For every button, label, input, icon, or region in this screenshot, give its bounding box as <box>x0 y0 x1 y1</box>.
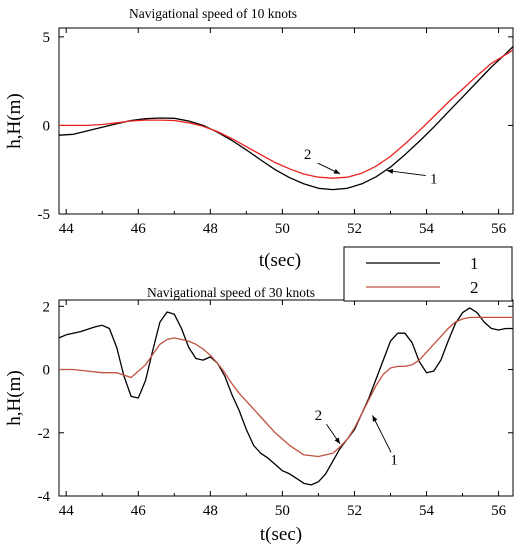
y-tick-label: -2 <box>38 426 51 442</box>
chart-bottom-panel: Navigational speed of 30 knots h,H(m) t(… <box>4 285 514 545</box>
x-tick-label: 44 <box>59 221 75 237</box>
x-tick-label: 54 <box>419 503 435 519</box>
chart-title: Navigational speed of 10 knots <box>129 6 297 21</box>
x-tick-label: 56 <box>491 503 507 519</box>
y-tick-label: 2 <box>43 299 51 315</box>
x-tick-label: 52 <box>347 221 362 237</box>
annotation-arrowhead <box>334 437 341 444</box>
y-tick-label: -4 <box>38 489 51 505</box>
legend: 1 2 <box>343 246 513 302</box>
y-tick-label: 5 <box>43 30 51 46</box>
x-tick-label: 50 <box>275 221 290 237</box>
x-tick-label: 50 <box>275 503 290 519</box>
legend-box <box>343 246 513 302</box>
x-axis-label: t(sec) <box>259 250 301 271</box>
x-tick-label: 54 <box>419 221 435 237</box>
annotation-arrowhead <box>386 168 394 174</box>
series-line-2 <box>59 316 513 458</box>
x-tick-label: 46 <box>131 221 147 237</box>
annotation-arrow <box>386 170 426 177</box>
legend-entry: 1 <box>470 254 479 273</box>
series-line-1 <box>58 307 513 486</box>
x-axis-label: t(sec) <box>260 524 302 545</box>
y-tick-label: -5 <box>38 207 51 223</box>
annotation-arrow <box>372 415 392 453</box>
annotation-label: 2 <box>304 147 312 163</box>
x-tick-label: 56 <box>491 221 507 237</box>
annotation-label: 1 <box>430 172 438 188</box>
y-tick-label: 0 <box>43 363 51 379</box>
x-tick-label: 46 <box>131 503 147 519</box>
annotation-arrowhead <box>372 415 378 422</box>
series-line-1 <box>58 46 514 191</box>
series-line-2 <box>59 49 514 179</box>
y-axis-label: h,H(m) <box>4 370 25 425</box>
legend-entry: 2 <box>470 278 479 297</box>
plot-frame <box>58 27 514 215</box>
x-tick-label: 48 <box>203 503 218 519</box>
chart-top-panel: Navigational speed of 10 knots h,H(m) t(… <box>4 6 514 271</box>
y-axis-label: h,H(m) <box>4 93 25 148</box>
plot-frame <box>58 299 514 497</box>
x-tick-label: 48 <box>203 221 218 237</box>
x-tick-label: 52 <box>347 503 362 519</box>
y-tick-label: 0 <box>43 118 51 134</box>
annotation-label: 1 <box>390 452 398 468</box>
annotation-label: 2 <box>315 408 323 424</box>
x-tick-label: 44 <box>59 503 75 519</box>
annotation-arrowhead <box>333 168 341 174</box>
chart-title: Navigational speed of 30 knots <box>147 285 315 300</box>
